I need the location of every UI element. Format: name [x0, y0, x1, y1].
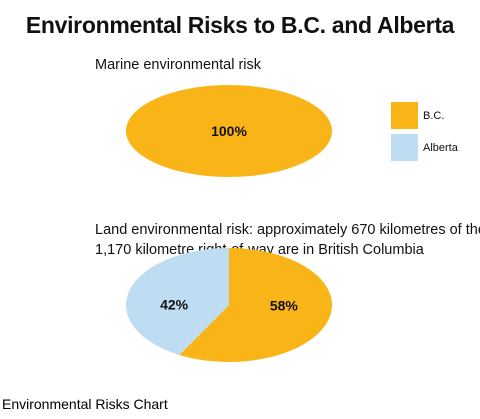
land-subtitle-line-2: 1,170 kilometre right-of-way are in Brit…: [95, 242, 424, 258]
pie-slice-marine-bc-label: 100%: [211, 123, 247, 139]
legend-swatch-bc: [391, 102, 418, 129]
legend-label-alberta: Alberta: [423, 141, 458, 154]
pie-slice-marine-bc: [126, 85, 332, 177]
legend-item-bc: B.C.: [391, 102, 444, 129]
pie-slice-land-bc-label: 58%: [270, 297, 299, 313]
chart-title: Environmental Risks to B.C. and Alberta: [25, 12, 455, 38]
land-subtitle-line-1: Land environmental risk: approximately 6…: [95, 222, 480, 238]
legend-swatch-alberta: [391, 134, 418, 161]
marine-chart-subtitle: Marine environmental risk: [95, 57, 262, 73]
legend-label-bc: B.C.: [423, 109, 445, 122]
pie-slice-land-bc: [179, 248, 332, 362]
legend-item-alberta: Alberta: [391, 134, 458, 161]
pie-slice-land-alberta: [125, 248, 229, 355]
pie-slice-land-alberta-label: 42%: [160, 297, 189, 313]
figure-caption: Environmental Risks Chart: [2, 396, 168, 412]
land-chart-subtitle: Land environmental risk: approximately 6…: [95, 220, 480, 260]
